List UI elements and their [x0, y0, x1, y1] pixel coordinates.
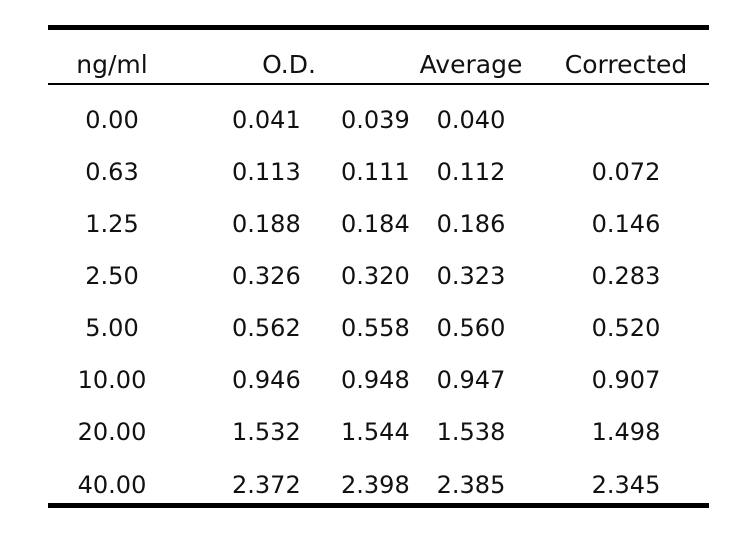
- table-bottom-rule: [48, 503, 709, 508]
- cell-od-1: 0.188: [232, 210, 301, 238]
- cell-od-2: 0.558: [341, 314, 410, 342]
- cell-od-2: 0.184: [341, 210, 410, 238]
- table-header: ng/ml O.D. Average Corrected: [48, 30, 709, 85]
- table-top-rule: [48, 25, 709, 30]
- cell-od-2: 0.948: [341, 366, 410, 394]
- cell-od-1: 0.113: [232, 158, 301, 186]
- data-table: ng/ml O.D. Average Corrected 0.00 0.041 …: [48, 25, 709, 508]
- cell-od-2: 0.111: [341, 158, 410, 186]
- table-row: 10.00 0.946 0.948 0.947 0.907: [77, 366, 661, 394]
- cell-od-2: 1.544: [341, 418, 410, 446]
- cell-od-1: 0.041: [232, 106, 301, 134]
- header-od-label: O.D.: [262, 50, 316, 79]
- table-row: 20.00 1.532 1.544 1.538 1.498: [77, 418, 661, 446]
- cell-od-1: 1.532: [232, 418, 301, 446]
- table-row: 5.00 0.562 0.558 0.560 0.520: [85, 314, 661, 342]
- header-corrected-label: Corrected: [564, 50, 688, 79]
- table-body: 0.00 0.041 0.039 0.040 0.63 0.113 0.111 …: [48, 85, 709, 503]
- cell-od-2: 0.039: [341, 106, 410, 134]
- table-row: 40.00 2.372 2.398 2.385 2.345: [77, 471, 661, 499]
- cell-od-2: 2.398: [341, 471, 410, 499]
- table-row: 0.63 0.113 0.111 0.112 0.072: [85, 158, 661, 186]
- cell-od-1: 0.946: [232, 366, 301, 394]
- table-row: 2.50 0.326 0.320 0.323 0.283: [85, 262, 661, 290]
- cell-od-2: 0.320: [341, 262, 410, 290]
- table-row: 0.00 0.041 0.039 0.040: [85, 106, 506, 134]
- cell-od-1: 2.372: [232, 471, 301, 499]
- cell-od-1: 0.326: [232, 262, 301, 290]
- header-average-label: Average: [419, 50, 523, 79]
- header-concentration-label: ng/ml: [76, 50, 148, 79]
- cell-od-1: 0.562: [232, 314, 301, 342]
- table-row: 1.25 0.188 0.184 0.186 0.146: [85, 210, 661, 238]
